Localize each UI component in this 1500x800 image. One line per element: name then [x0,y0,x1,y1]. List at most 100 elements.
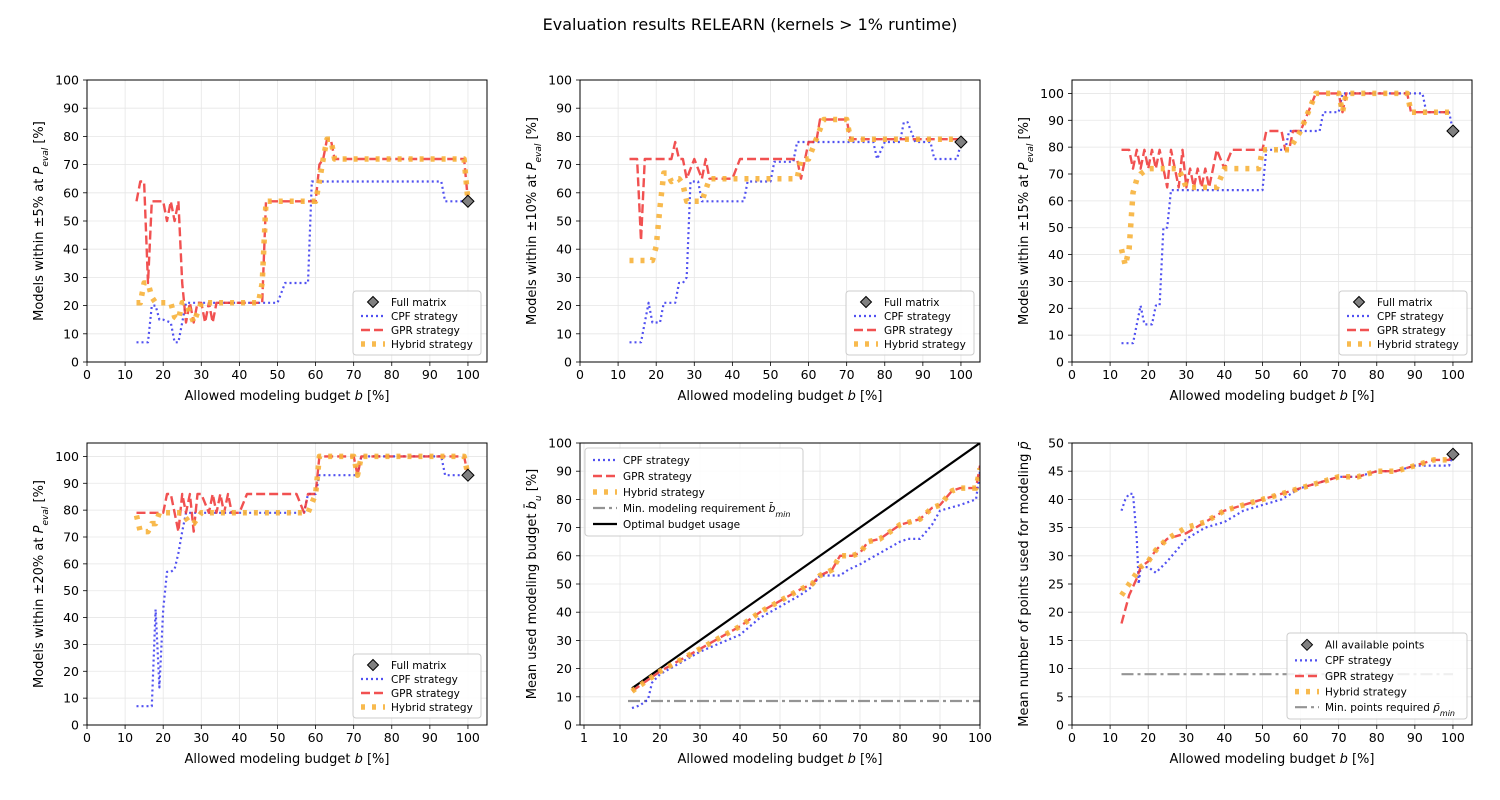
x-axis-label: Allowed modeling budget b [%] [1170,389,1375,404]
y-tick-label: 80 [63,129,79,144]
x-tick-label: 40 [1216,367,1232,382]
legend: CPF strategy GPR strategy Hybrid strategy M… [584,447,804,537]
legend: Full matrix CPF strategy GPR strategy Hybri… [352,653,482,719]
y-axis-label: Models within ±10% at Peval [%] [525,117,544,325]
x-axis-label: Allowed modeling budget b [%] [185,389,390,404]
y-tick-label: 30 [556,633,572,648]
y-tick-label: 50 [63,214,79,229]
legend-label: CPF strategy [391,311,458,323]
y-tick-label: 0 [1056,718,1064,733]
y-tick-label: 35 [1048,520,1064,535]
y-tick-label: 30 [556,270,572,285]
legend-label: Hybrid strategy [391,702,473,714]
legend-label: CPF strategy [623,455,690,467]
x-tick-label: 20 [155,730,171,745]
marker-full-matrix [461,468,475,482]
x-tick-label: 80 [877,367,893,382]
y-tick-label: 10 [556,326,572,341]
y-axis-label: Mean used modeling budget b̄u [%] [525,469,544,700]
y-tick-label: 0 [71,718,79,733]
x-tick-label: 50 [772,730,788,745]
series-hybrid-strategy [133,453,471,535]
x-tick-label: 10 [117,367,133,382]
legend-box [584,447,804,537]
x-tick-label: 0 [1068,730,1076,745]
legend-label: GPR strategy [884,325,953,337]
y-axis-label: Models within ±15% at Peval [%] [1017,117,1036,325]
x-tick-label: 90 [1407,730,1423,745]
y-tick-label: 90 [63,101,79,116]
x-tick-label: 60 [308,730,324,745]
y-tick-label: 50 [1048,220,1064,235]
x-tick-label: 40 [231,730,247,745]
y-tick-label: 70 [63,157,79,172]
y-tick-label: 25 [1048,577,1064,592]
y-tick-label: 100 [548,73,572,88]
y-tick-label: 60 [556,548,572,563]
series-cpf-strategy [136,455,468,708]
legend-marker-full-matrix [366,658,380,672]
x-tick-label: 60 [812,730,828,745]
x-tick-label: 50 [1255,730,1271,745]
x-tick-label: 30 [193,730,209,745]
y-tick-label: 100 [548,436,572,451]
x-tick-label: 80 [384,730,400,745]
legend-marker-full-matrix [859,295,873,309]
x-tick-label: 30 [692,730,708,745]
x-tick-label: 0 [576,367,584,382]
x-axis-label: Allowed modeling budget b [%] [1170,752,1375,767]
x-tick-label: 40 [724,367,740,382]
legend-marker-full-matrix [1352,295,1366,309]
marker-all-available-points [1446,447,1460,461]
y-tick-label: 30 [63,637,79,652]
x-tick-label: 70 [346,730,362,745]
series-layer [628,443,980,710]
legend-label: All available points [1325,640,1424,652]
x-tick-label: 80 [892,730,908,745]
marker-full-matrix [1446,124,1460,138]
legend-label: GPR strategy [1325,671,1394,683]
y-tick-label: 50 [63,583,79,598]
x-tick-label: 10 [610,367,626,382]
y-tick-label: 5 [1056,689,1064,704]
series-hybrid-strategy [136,136,471,326]
y-tick-label: 90 [63,476,79,491]
legend-box [845,290,975,356]
legend-label: GPR strategy [391,688,460,700]
figure-title: Evaluation results RELEARN (kernels > 1%… [543,15,958,34]
x-tick-label: 80 [1369,730,1385,745]
marker-full-matrix [461,194,475,208]
series-gpr-strategy [135,137,470,324]
legend-box [1286,632,1468,720]
x-tick-label: 1 [580,730,588,745]
y-tick-label: 20 [63,664,79,679]
x-tick-label: 0 [83,730,91,745]
chart-5: 1 10 20 30 40 50 60 70 80 90 100 0 10 20 30 40 50 60 70 80 9… [525,436,992,768]
legend-label: CPF strategy [884,311,951,323]
series-gpr-strategy [1121,92,1453,189]
y-tick-label: 30 [1048,548,1064,563]
y-tick-label: 10 [1048,661,1064,676]
legend-label: Hybrid strategy [884,339,966,351]
y-tick-label: 100 [55,73,79,88]
x-tick-label: 30 [1178,367,1194,382]
y-axis-label: Models within ±5% at Peval [%] [32,121,51,321]
x-tick-label: 10 [117,730,133,745]
series-hybrid-strategy [629,116,961,264]
y-tick-label: 50 [556,577,572,592]
x-tick-label: 10 [1102,730,1118,745]
y-tick-label: 0 [564,718,572,733]
x-tick-label: 100 [949,367,973,382]
x-tick-label: 90 [915,367,931,382]
x-tick-label: 90 [422,730,438,745]
x-tick-label: 80 [384,367,400,382]
legend-label: Hybrid strategy [391,339,473,351]
legend-label: GPR strategy [391,325,460,337]
y-tick-label: 60 [63,185,79,200]
y-tick-label: 0 [1056,355,1064,370]
axes-frame [579,79,981,363]
y-tick-label: 40 [63,242,79,257]
x-tick-label: 90 [932,730,948,745]
y-axis-label: Models within ±20% at Peval [%] [32,480,51,688]
series-hybrid-strategy [630,467,980,694]
